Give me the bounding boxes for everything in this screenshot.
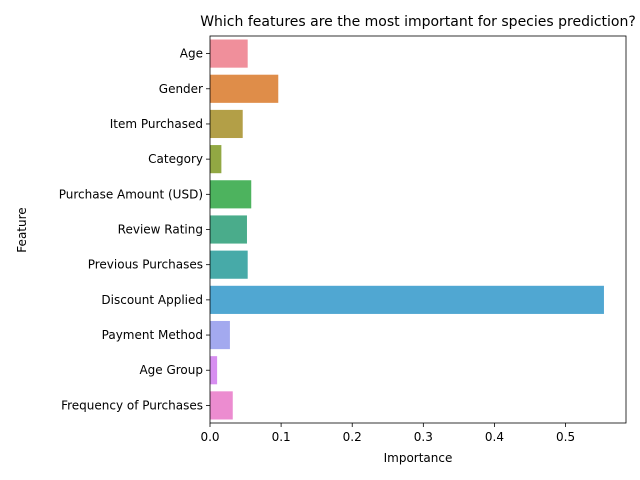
y-tick-label: Discount Applied [101, 293, 203, 307]
bar-frequency-of-purchases [210, 391, 233, 420]
bar-gender [210, 74, 279, 103]
bar-payment-method [210, 320, 230, 350]
plot-frame [209, 35, 627, 424]
x-tick-label: 0.5 [556, 430, 575, 444]
x-tick-label: 0.2 [343, 430, 362, 444]
bar-age-group [210, 356, 218, 385]
y-tick-label: Age [180, 47, 203, 61]
y-tick-label: Review Rating [118, 223, 203, 237]
bar-discount-applied [210, 285, 604, 314]
y-tick-label: Frequency of Purchases [61, 398, 203, 412]
bar-previous-purchases [210, 250, 248, 279]
y-tick-label: Item Purchased [110, 117, 203, 131]
bar-category [210, 145, 222, 174]
y-tick-label: Payment Method [102, 328, 203, 342]
bar-age [210, 39, 248, 68]
y-tick-label: Previous Purchases [88, 258, 203, 272]
bar-purchase-amount-usd [210, 180, 252, 209]
y-tick-label: Purchase Amount (USD) [59, 187, 203, 201]
bar-item-purchased [210, 109, 243, 139]
y-tick-label: Age Group [139, 363, 203, 377]
chart-title: Which features are the most important fo… [200, 14, 636, 30]
bar-review-rating [210, 215, 247, 244]
x-axis-label: Importance [384, 451, 453, 465]
y-tick-label: Category [148, 152, 203, 166]
y-tick-label: Gender [159, 82, 203, 96]
x-tick-label: 0.0 [200, 430, 219, 444]
x-tick-label: 0.3 [414, 430, 433, 444]
x-tick-label: 0.4 [485, 430, 504, 444]
x-tick-label: 0.1 [272, 430, 291, 444]
y-axis-label: Feature [15, 207, 29, 252]
